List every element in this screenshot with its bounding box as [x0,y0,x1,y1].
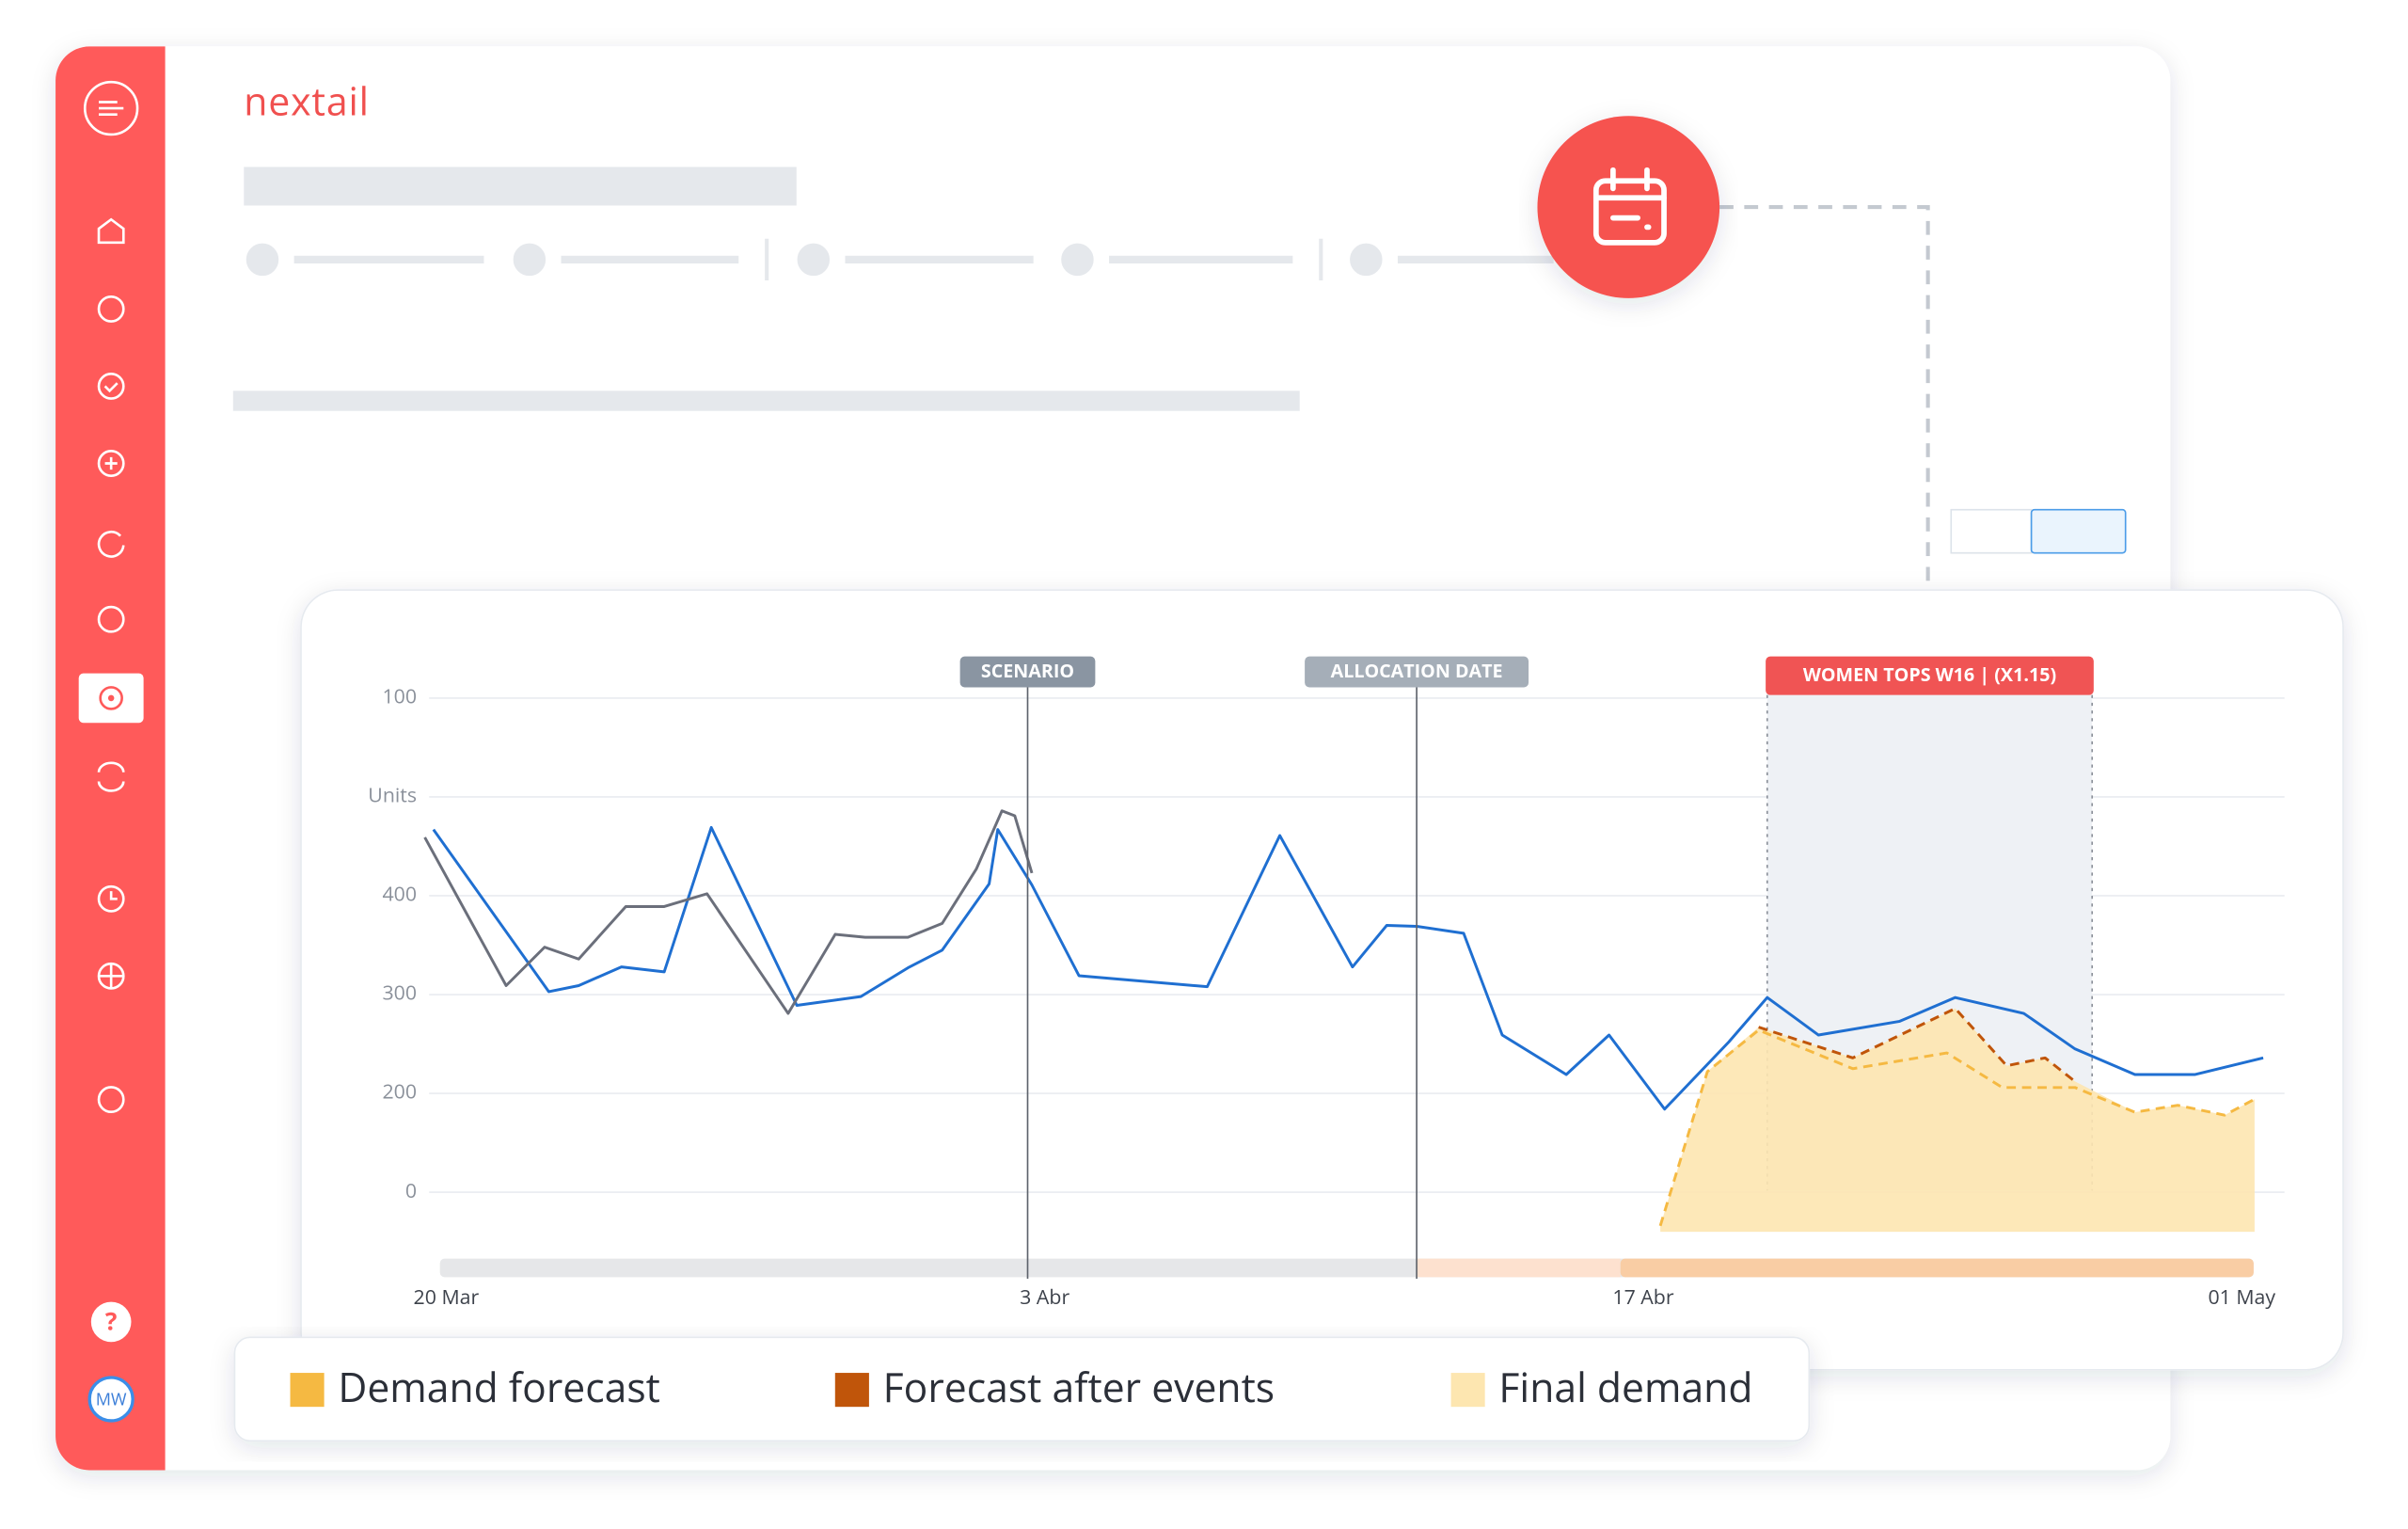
globe-lines [99,964,124,989]
check-mark [103,382,119,393]
divider [765,238,769,281]
refresh-icon[interactable] [97,605,125,633]
step-line [1397,255,1554,263]
check-icon[interactable] [97,373,125,400]
line [1658,1028,2256,1227]
step-line [293,255,484,263]
add-icon[interactable] [97,450,125,477]
avatar[interactable] [87,1376,135,1423]
line [423,809,1034,1015]
y-tick-label: Units [368,782,417,809]
event-tag [1766,656,2094,695]
gauge-icon[interactable] [97,295,125,323]
home-icon[interactable] [97,217,125,245]
step [246,243,279,277]
placeholder-steps [246,238,1554,281]
step [513,243,547,277]
legend-label: Demand forecast [338,1360,660,1414]
y-tick-label: 100 [382,683,417,710]
line [1758,1007,2076,1083]
range-peach [1417,1258,1621,1278]
cycle-icon[interactable] [97,530,125,558]
menu-icon [99,101,124,116]
step [797,243,831,277]
step [1350,243,1383,277]
divider [1319,238,1323,281]
x-tick-label: 3 Abr [1020,1283,1069,1311]
target-icon [99,686,123,710]
clock-hands [109,891,118,900]
chart: 100 Units 400 300 200 0 SCENARIO ALLOCATION DAT… [368,656,2285,1311]
x-tick-label: 17 Abr [1612,1283,1673,1311]
annotation-tag [959,656,1096,688]
toggle-left[interactable] [1950,508,2033,554]
placeholder-bar [232,390,1300,411]
avatar-initials: MW [96,1388,127,1410]
area [1660,1008,2255,1233]
line [432,825,2264,1111]
legend-swatch [834,1373,869,1408]
legend-label: Forecast after events [883,1360,1275,1414]
help-button[interactable] [90,1301,132,1343]
calendar-lines [1592,167,1667,231]
legend-label: Final demand [1498,1360,1752,1414]
range-orange [1620,1258,2254,1278]
annotation-label: SCENARIO [981,658,1074,683]
y-tick-label: 300 [382,980,417,1007]
target-dot [107,694,115,702]
legend-card [233,1336,1811,1442]
calendar-body [1592,178,1667,246]
step-line [845,255,1034,263]
spark-icon[interactable] [97,1086,125,1114]
toggle-right[interactable] [2030,508,2127,554]
step-line [561,255,739,263]
calendar-icon [1592,167,1667,246]
event-label: WOMEN TOPS W16 | (X1.15) [1803,661,2056,687]
x-tick-label: 20 Mar [414,1283,480,1311]
x-tick-label: 01 May [2208,1283,2275,1311]
connector [1719,205,1930,657]
y-tick-label: 400 [382,881,417,908]
placeholder-title [244,167,797,206]
sidebar-icons: ? MW [78,80,144,1423]
legend-swatch [1450,1373,1485,1408]
y-tick-label: 0 [405,1177,417,1204]
annotation-label: ALLOCATION DATE [1331,658,1503,683]
clock-icon[interactable] [97,884,125,913]
step-line [1109,255,1293,263]
transfer-icon[interactable] [97,761,125,792]
menu-button[interactable] [83,80,139,136]
y-tick-label: 200 [382,1078,417,1106]
legend-swatch [290,1373,325,1408]
step [1061,243,1094,277]
annotation-tag [1305,656,1529,688]
legend: Demand forecast Forecast after events Fi… [290,1360,1752,1414]
plus-mark [104,456,118,470]
sidebar [55,46,166,1471]
help-text: ? [105,1304,118,1338]
calendar-button[interactable] [1537,116,1720,298]
brand-logo: nextail [244,75,370,128]
